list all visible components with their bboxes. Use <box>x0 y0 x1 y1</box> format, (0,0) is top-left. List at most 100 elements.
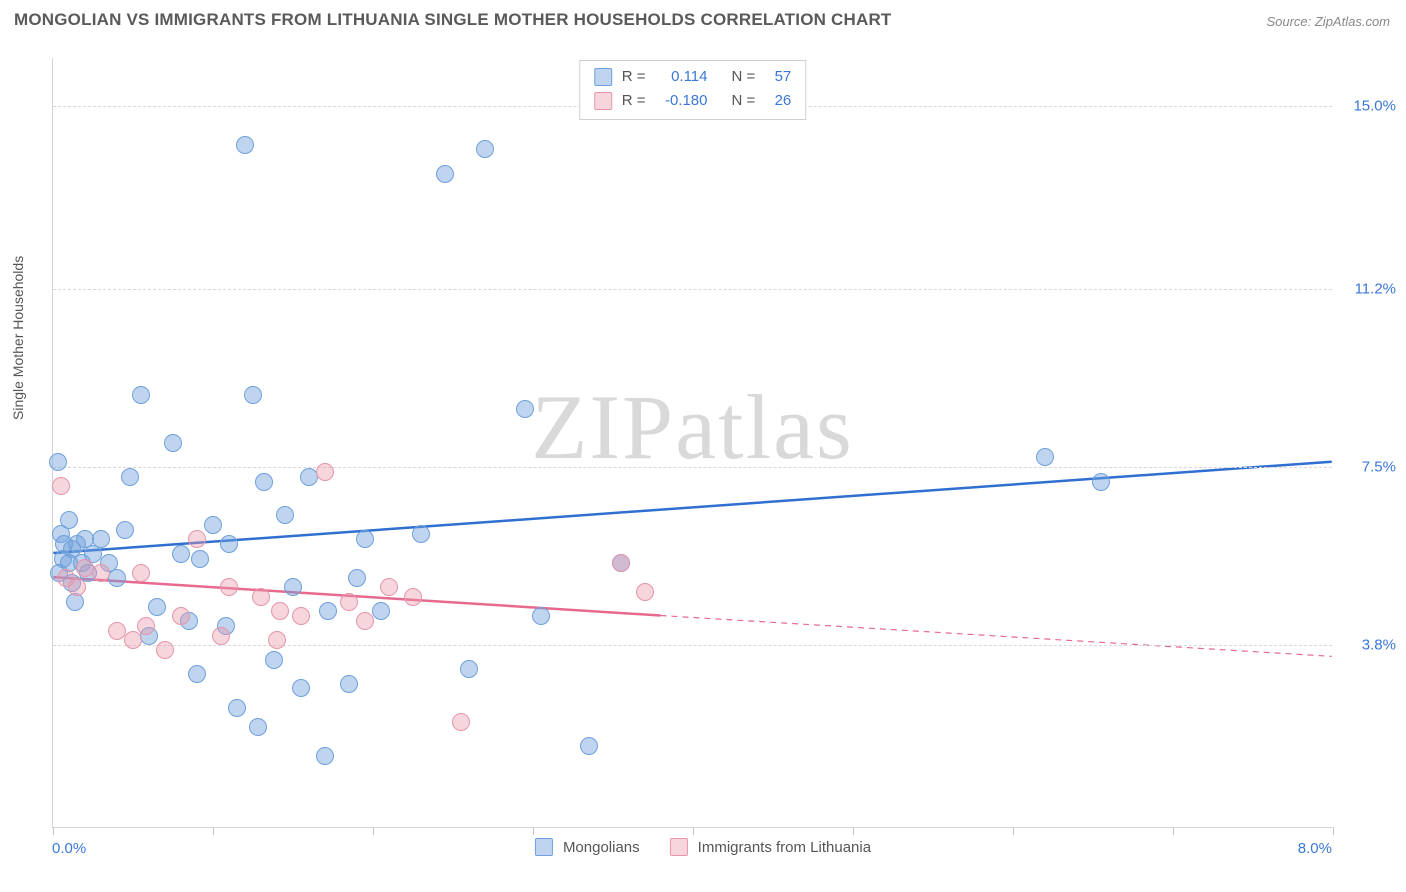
n-value: 57 <box>761 65 791 89</box>
point-series-a <box>108 569 126 587</box>
point-series-a <box>316 747 334 765</box>
n-label: N = <box>732 89 756 113</box>
point-series-b <box>452 713 470 731</box>
source-label: Source: ZipAtlas.com <box>1266 14 1390 29</box>
point-series-a <box>236 136 254 154</box>
x-tick <box>693 827 694 835</box>
x-tick <box>1173 827 1174 835</box>
point-series-b <box>132 564 150 582</box>
point-series-a <box>580 737 598 755</box>
point-series-b <box>92 564 110 582</box>
point-series-a <box>172 545 190 563</box>
point-series-b <box>636 583 654 601</box>
point-series-a <box>255 473 273 491</box>
n-value: 26 <box>761 89 791 113</box>
point-series-a <box>191 550 209 568</box>
x-tick <box>373 827 374 835</box>
chart-title: MONGOLIAN VS IMMIGRANTS FROM LITHUANIA S… <box>14 10 892 30</box>
point-series-b <box>316 463 334 481</box>
y-tick-label: 3.8% <box>1362 637 1396 654</box>
point-series-a <box>356 530 374 548</box>
point-series-b <box>252 588 270 606</box>
stats-box: R =0.114 N =57 R =-0.180 N =26 <box>579 60 807 120</box>
point-series-a <box>1036 448 1054 466</box>
point-series-b <box>292 607 310 625</box>
r-label: R = <box>622 89 646 113</box>
point-series-a <box>436 165 454 183</box>
point-series-a <box>244 386 262 404</box>
point-series-b <box>340 593 358 611</box>
legend-item: Immigrants from Lithuania <box>670 838 871 856</box>
gridline <box>53 467 1332 468</box>
legend-swatch <box>594 68 612 86</box>
point-series-a <box>60 511 78 529</box>
stats-row: R =-0.180 N =26 <box>594 89 792 113</box>
gridline <box>53 645 1332 646</box>
point-series-b <box>68 578 86 596</box>
point-series-a <box>412 525 430 543</box>
n-label: N = <box>732 65 756 89</box>
point-series-a <box>516 400 534 418</box>
y-tick-label: 11.2% <box>1355 281 1396 298</box>
legend-swatch <box>535 838 553 856</box>
point-series-b <box>268 631 286 649</box>
x-tick <box>1333 827 1334 835</box>
point-series-a <box>164 434 182 452</box>
point-series-a <box>292 679 310 697</box>
point-series-a <box>319 602 337 620</box>
correlation-chart: MONGOLIAN VS IMMIGRANTS FROM LITHUANIA S… <box>0 0 1406 892</box>
point-series-b <box>156 641 174 659</box>
plot-area: ZIPatlas R =0.114N =57R =-0.180N =26 <box>52 58 1332 828</box>
point-series-a <box>132 386 150 404</box>
x-tick <box>533 827 534 835</box>
legend-label: Mongolians <box>563 839 640 856</box>
r-value: 0.114 <box>652 65 708 89</box>
point-series-a <box>476 140 494 158</box>
point-series-a <box>340 675 358 693</box>
x-tick <box>1013 827 1014 835</box>
point-series-b <box>188 530 206 548</box>
point-series-b <box>612 554 630 572</box>
point-series-a <box>121 468 139 486</box>
r-label: R = <box>622 65 646 89</box>
y-axis-label: Single Mother Households <box>10 256 26 420</box>
point-series-b <box>404 588 422 606</box>
x-tick <box>853 827 854 835</box>
point-series-a <box>460 660 478 678</box>
point-series-b <box>380 578 398 596</box>
point-series-a <box>348 569 366 587</box>
point-series-a <box>532 607 550 625</box>
legend-swatch <box>594 92 612 110</box>
point-series-b <box>124 631 142 649</box>
point-series-a <box>265 651 283 669</box>
x-tick <box>213 827 214 835</box>
point-series-a <box>372 602 390 620</box>
point-series-a <box>276 506 294 524</box>
point-series-b <box>137 617 155 635</box>
point-series-a <box>284 578 302 596</box>
legend-label: Immigrants from Lithuania <box>698 839 871 856</box>
point-series-a <box>228 699 246 717</box>
point-series-a <box>220 535 238 553</box>
y-tick-label: 15.0% <box>1353 98 1396 115</box>
y-tick-label: 7.5% <box>1362 459 1396 476</box>
x-axis-max-label: 8.0% <box>1298 840 1332 857</box>
point-series-a <box>49 453 67 471</box>
point-series-b <box>108 622 126 640</box>
point-series-b <box>172 607 190 625</box>
point-series-b <box>356 612 374 630</box>
point-series-b <box>212 627 230 645</box>
r-value: -0.180 <box>652 89 708 113</box>
point-series-b <box>52 477 70 495</box>
point-series-a <box>188 665 206 683</box>
gridline <box>53 289 1332 290</box>
legend-item: Mongolians <box>535 838 640 856</box>
x-axis-min-label: 0.0% <box>52 840 86 857</box>
point-series-a <box>1092 473 1110 491</box>
point-series-b <box>220 578 238 596</box>
point-series-a <box>249 718 267 736</box>
point-series-a <box>204 516 222 534</box>
stats-row: R =0.114 N =57 <box>594 65 792 89</box>
bottom-legend: Mongolians Immigrants from Lithuania <box>535 838 871 856</box>
x-tick <box>53 827 54 835</box>
